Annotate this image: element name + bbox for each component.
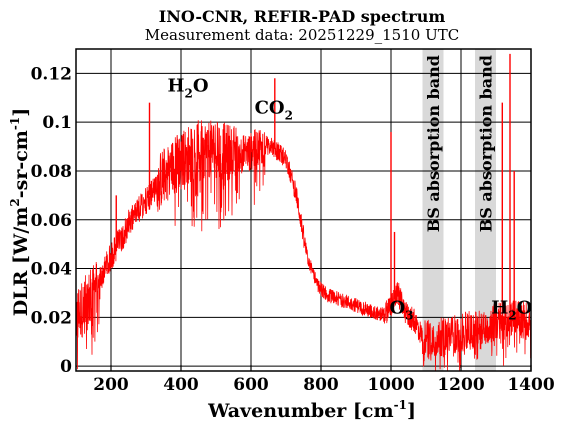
spectrum-series xyxy=(75,53,532,372)
annotations: H2O CO2 O3 H2O xyxy=(167,76,532,323)
x-tick-label-1: 400 xyxy=(163,375,199,395)
band-labels: BS absorption band BS absorption band xyxy=(424,55,496,232)
y-tick-label-6: 0.12 xyxy=(31,64,72,84)
y-tick-label-1: 0.02 xyxy=(31,308,72,328)
absorption-bands xyxy=(422,49,496,371)
band-label-1: BS absorption band xyxy=(477,55,496,232)
x-tick-label-0: 200 xyxy=(93,375,129,395)
axis-ticks: 200 400 600 800 1000 1200 1400 0 0.02 0.04 0.06 0.0… xyxy=(31,64,555,395)
x-tick-label-6: 1400 xyxy=(507,375,554,395)
chart-subtitle: Measurement data: 20251229_1510 UTC xyxy=(145,26,459,44)
y-axis-label-part2: -sr-cm xyxy=(10,130,32,198)
absorption-band-1 xyxy=(475,49,496,371)
y-axis-label-sup2: -1 xyxy=(8,117,22,130)
annotation-0: H2O xyxy=(167,76,208,101)
y-tick-label-3: 0.06 xyxy=(31,211,72,231)
y-axis-label-sup1: 2 xyxy=(8,198,22,206)
y-axis-label: DLR [W/m2-sr-cm-1] xyxy=(8,108,32,316)
x-tick-label-5: 1200 xyxy=(437,375,484,395)
chart-title: INO-CNR, REFIR-PAD spectrum xyxy=(159,7,446,26)
x-axis-label-sup: -1 xyxy=(394,398,407,412)
x-tick-label-2: 600 xyxy=(233,375,269,395)
x-axis-label-tail: ] xyxy=(407,400,416,422)
annotation-3: H2O xyxy=(491,298,532,323)
x-tick-label-4: 1000 xyxy=(367,375,414,395)
y-tick-label-5: 0.1 xyxy=(42,113,72,133)
y-tick-label-0: 0 xyxy=(60,357,72,377)
x-axis-label: Wavenumber [cm-1] xyxy=(207,398,416,422)
absorption-band-0 xyxy=(422,49,444,371)
x-tick-label-3: 800 xyxy=(303,375,339,395)
band-label-0: BS absorption band xyxy=(424,55,443,232)
y-tick-label-2: 0.04 xyxy=(31,260,73,280)
y-axis-label-part1: DLR [W/m xyxy=(10,207,32,317)
annotation-2: O3 xyxy=(389,298,413,323)
plot-frame xyxy=(75,48,532,372)
y-tick-label-4: 0.08 xyxy=(31,162,72,182)
spectrum-line xyxy=(75,120,532,372)
x-axis-label-main: Wavenumber [cm xyxy=(207,400,394,422)
annotation-1: CO2 xyxy=(255,98,293,123)
y-axis-label-tail: ] xyxy=(10,108,32,117)
